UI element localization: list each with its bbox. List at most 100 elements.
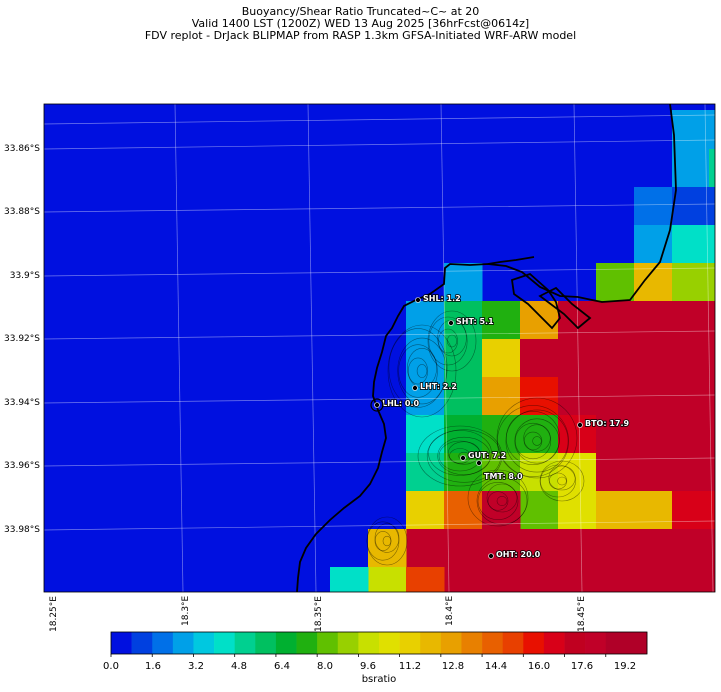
data-cell — [672, 301, 715, 340]
terrain-contour — [548, 472, 568, 490]
data-cell — [672, 529, 715, 568]
terrain-contour — [366, 516, 408, 566]
site-label: GUT: 7.2 — [468, 451, 506, 460]
lon-label: 18.35°E — [314, 596, 324, 632]
site-label: LHT: 2.2 — [420, 382, 457, 391]
terrain-contour — [374, 531, 392, 551]
data-cell — [406, 377, 445, 416]
terrain-contour — [514, 422, 552, 460]
colorbar-tick-label: 19.2 — [613, 661, 637, 672]
data-cell — [558, 453, 597, 492]
data-cell — [634, 491, 673, 530]
data-cell — [596, 453, 635, 492]
data-cell — [482, 377, 521, 416]
terrain-contour — [374, 523, 400, 553]
site-label: TMT: 8.0 — [484, 472, 523, 481]
colorbar-swatch — [420, 632, 442, 654]
lat-label: 33.98°S — [4, 525, 40, 535]
site-marker — [460, 455, 466, 461]
data-cell — [634, 339, 673, 378]
colorbar-frame — [110, 631, 648, 655]
terrain-contour — [407, 357, 428, 385]
terrain-contour — [557, 476, 567, 486]
lon-label: 18.45°E — [577, 596, 587, 632]
data-cell — [482, 453, 521, 492]
site-label: LHL: 0.0 — [382, 399, 419, 408]
colorbar-swatch — [193, 632, 215, 654]
title-line-3: FDV replot - DrJack BLIPMAP from RASP 1.… — [144, 29, 577, 42]
terrain-contour — [487, 491, 509, 511]
colorbar-tick-label: 17.6 — [570, 661, 594, 672]
terrain-contour — [446, 334, 458, 348]
terrain-contour — [407, 347, 437, 388]
colorbar-swatch — [379, 632, 400, 654]
data-cell — [672, 187, 715, 226]
colorbar-swatch — [461, 632, 483, 654]
data-cell — [558, 377, 597, 416]
data-cell — [672, 453, 715, 492]
terrain-contour — [467, 469, 529, 527]
data-cell — [558, 529, 597, 568]
site-marker — [415, 297, 421, 303]
data-cells — [330, 110, 715, 592]
terrain-contour — [387, 324, 457, 418]
terrain-contour — [428, 430, 492, 476]
terrain-contour — [416, 364, 428, 378]
site-label: SHT: 5.1 — [456, 317, 494, 326]
lat-label: 33.92°S — [4, 334, 40, 344]
terrain-contour — [427, 310, 477, 372]
data-cell — [520, 453, 559, 492]
data-cell — [634, 377, 673, 416]
data-cell — [596, 263, 635, 302]
data-cell — [406, 415, 445, 454]
terrain-contour — [505, 410, 560, 465]
coastline — [296, 104, 677, 592]
data-cell — [672, 225, 715, 264]
terrain-contour — [496, 397, 578, 479]
data-cell — [558, 567, 597, 592]
site-ring — [370, 398, 384, 412]
data-cell — [444, 491, 483, 530]
data-cell — [520, 567, 559, 592]
data-cell — [596, 377, 635, 416]
data-cell — [482, 415, 521, 454]
terrain-contour — [486, 483, 518, 513]
data-cell — [368, 567, 407, 592]
site-marker — [448, 320, 454, 326]
data-cell — [672, 149, 715, 188]
data-cell — [672, 263, 715, 302]
graticule — [44, 104, 715, 592]
data-cell — [406, 301, 445, 340]
colorbar-swatch — [564, 632, 586, 654]
colorbar-swatch — [440, 632, 462, 654]
colorbar-tick-label: 1.6 — [145, 661, 161, 672]
colorbar-swatch — [234, 632, 256, 654]
colorbar-tick-label: 4.8 — [231, 661, 247, 672]
data-cell — [482, 301, 521, 340]
data-cell — [444, 529, 483, 568]
site-label: SHL: 1.2 — [423, 294, 461, 303]
data-cell — [444, 263, 483, 302]
data-cell — [672, 110, 715, 150]
data-cell — [406, 491, 445, 530]
data-cell — [482, 529, 521, 568]
lat-label: 33.96°S — [4, 461, 40, 471]
terrain-contour — [447, 441, 481, 465]
data-cell — [520, 377, 559, 416]
data-cell — [520, 491, 559, 530]
terrain-contour — [437, 436, 491, 476]
colorbar-swatch — [523, 632, 545, 654]
lat-label: 33.88°S — [4, 207, 40, 217]
data-cell — [406, 339, 445, 378]
data-cell — [634, 301, 673, 340]
colorbar-swatch — [626, 632, 648, 654]
terrain-contour — [366, 521, 400, 561]
data-cell — [596, 415, 635, 454]
terrain-contour — [496, 495, 508, 506]
colorbar-swatch — [502, 632, 524, 654]
colorbar-tick-label: 9.6 — [360, 661, 376, 672]
lon-label: 18.3°E — [181, 595, 191, 626]
